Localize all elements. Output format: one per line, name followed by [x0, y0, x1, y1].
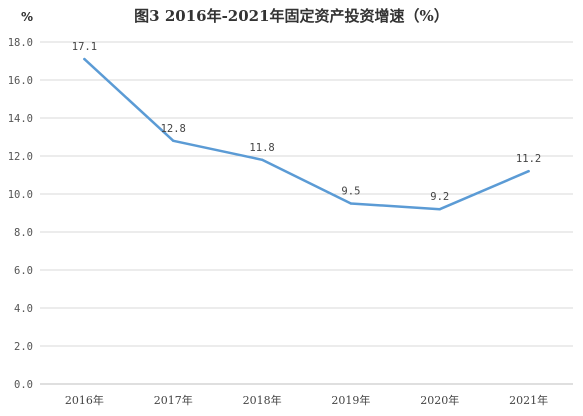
data-label: 17.1 — [72, 41, 97, 53]
y-tick-label: 14.0 — [8, 113, 33, 125]
y-tick-label: 16.0 — [8, 75, 33, 87]
data-point — [527, 170, 530, 173]
y-tick-label: 0.0 — [14, 379, 33, 391]
x-tick-label: 2017年 — [154, 393, 193, 407]
y-tick-label: 2.0 — [14, 341, 33, 353]
data-point — [83, 57, 86, 61]
x-tick-label: 2020年 — [420, 393, 459, 407]
series-line-layer — [83, 57, 530, 211]
x-tick-label: 2021年 — [509, 393, 548, 407]
x-axis-ticks: 2016年 2017年 2018年 2019年 2020年 2021年 — [65, 393, 548, 407]
data-point — [349, 202, 353, 205]
data-label: 11.2 — [516, 153, 541, 165]
data-label: 11.8 — [249, 142, 274, 154]
data-label: 12.8 — [161, 123, 186, 135]
series-line — [83, 57, 530, 211]
data-point — [438, 208, 441, 211]
chart-title: 图3 2016年-2021年固定资产投资增速（%） — [134, 7, 449, 25]
y-tick-label: 4.0 — [14, 303, 33, 315]
data-point — [172, 139, 175, 142]
data-label: 9.5 — [341, 186, 360, 198]
y-axis-unit: % — [21, 10, 33, 24]
x-tick-label: 2019年 — [331, 393, 370, 407]
x-tick-label: 2018年 — [243, 393, 282, 407]
data-point — [260, 158, 264, 161]
y-tick-label: 8.0 — [14, 227, 33, 239]
y-axis-ticks: 0.0 2.0 4.0 6.0 8.0 10.0 12.0 14.0 16.0 18.0 — [8, 37, 33, 391]
y-tick-label: 10.0 — [8, 189, 33, 201]
data-label: 9.2 — [430, 191, 449, 203]
x-tick-label: 2016年 — [65, 393, 104, 407]
grid-lines — [40, 41, 573, 385]
data-labels: 17.1 12.8 11.8 9.5 9.2 11.2 — [72, 41, 541, 203]
y-tick-label: 18.0 — [8, 37, 33, 49]
y-tick-label: 12.0 — [8, 151, 33, 163]
y-tick-label: 6.0 — [14, 265, 33, 277]
